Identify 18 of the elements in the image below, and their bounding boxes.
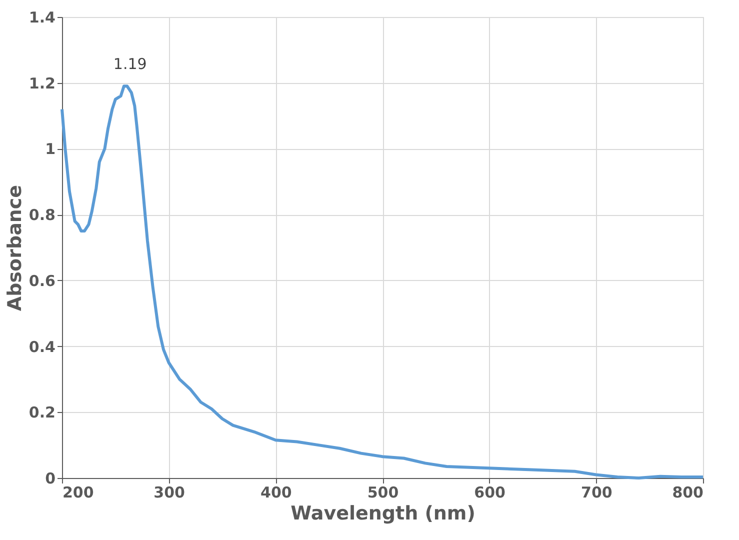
y-tick-label: 1: [45, 140, 56, 158]
x-tick-label: 800: [672, 484, 704, 502]
x-tick-label: 300: [154, 484, 185, 502]
y-tick-label: 0.4: [28, 338, 56, 356]
y-tick-label: 0.8: [28, 206, 56, 224]
annotation: 1.19: [113, 55, 147, 74]
y-tick-label: 0: [45, 470, 56, 488]
y-tick-label: 0.6: [28, 272, 56, 290]
x-tick-label: 200: [62, 484, 94, 502]
x-tick-label: 700: [581, 484, 612, 502]
x-tick-label: 600: [474, 484, 506, 502]
y-tick-label: 1.2: [28, 74, 56, 92]
x-tick-label: 400: [260, 484, 292, 502]
y-tick-label: 0.2: [28, 404, 56, 422]
y-axis-title: Absorbance: [4, 184, 26, 312]
x-tick-label: 500: [367, 484, 399, 502]
y-tick-label: 1.4: [28, 8, 56, 26]
x-axis-title: Wavelength (nm): [290, 502, 476, 524]
